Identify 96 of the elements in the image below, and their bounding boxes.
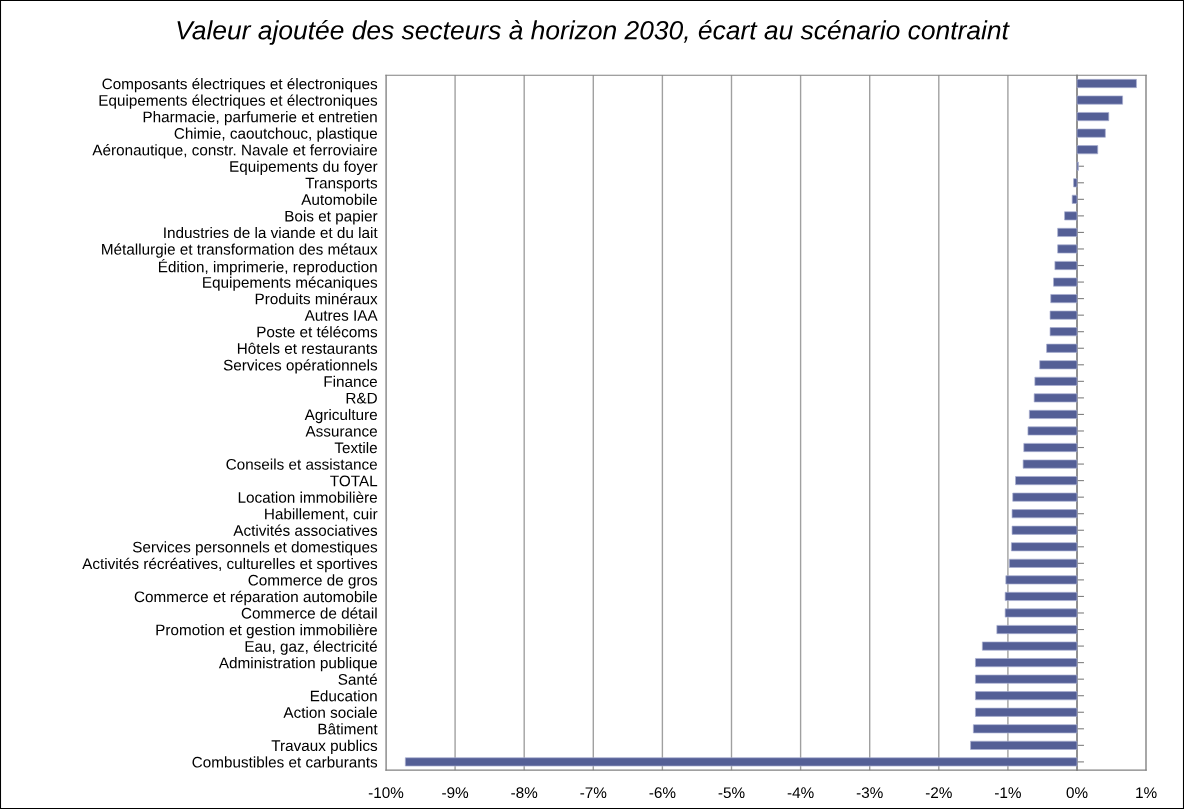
x-tick-label: 0%	[1066, 787, 1088, 799]
y-tick-label: Services opérationnels	[223, 359, 378, 374]
y-tick-label: Conseils et assistance	[226, 458, 377, 470]
bar	[1012, 492, 1078, 502]
bar	[1053, 277, 1078, 287]
y-tick-label: Location immobilière	[238, 491, 377, 503]
bar	[1057, 227, 1078, 237]
bar	[404, 757, 1078, 767]
x-tick-label: 1%	[1136, 787, 1157, 798]
y-tick-label: Composants électriques et électroniques	[102, 77, 378, 93]
bar	[1022, 459, 1078, 469]
y-tick-label: Action sociale	[283, 706, 377, 718]
bar	[1023, 443, 1078, 453]
y-tick-label: Travaux publics	[271, 739, 378, 755]
bar	[1049, 310, 1078, 320]
y-tick-label: Bâtiment	[318, 723, 378, 735]
y-tick-label: Santé	[338, 673, 377, 685]
y-tick-label: Administration publique	[218, 657, 377, 672]
bar	[1071, 194, 1078, 204]
y-tick-label: Equipements électriques et électroniques	[99, 94, 378, 109]
bar	[970, 740, 1078, 750]
y-tick-label: Poste et télécoms	[257, 325, 378, 338]
bar	[1027, 426, 1078, 436]
bar	[1004, 608, 1078, 618]
chart-title: Valeur ajoutée des secteurs à horizon 2030, écart au scénario contraint	[177, 19, 1010, 45]
bar	[1054, 261, 1078, 270]
bar	[1008, 558, 1078, 568]
x-tick-label: -4%	[787, 787, 814, 798]
y-tick-label: Produits minéraux	[255, 292, 378, 305]
y-tick-label: Finance	[324, 375, 377, 388]
bar	[1076, 95, 1123, 105]
bar	[1034, 376, 1078, 386]
y-tick-label: Automobile	[301, 193, 377, 206]
x-tick-label: -10%	[368, 787, 404, 799]
x-tick-label: -8%	[511, 787, 538, 799]
y-tick-label: Eau, gaz, électricité	[245, 640, 377, 655]
bar	[1064, 211, 1078, 221]
x-tick-label: -7%	[580, 787, 607, 798]
y-tick-label: Services personnels et domestiques	[132, 541, 378, 556]
y-tick-label: R&D	[346, 392, 377, 404]
y-tick-label: Agriculture	[304, 408, 377, 424]
y-tick-label: Chimie, caoutchouc, plastique	[174, 127, 377, 142]
bar	[1011, 525, 1078, 535]
y-tick-label: Édition, imprimerie, reproduction	[158, 258, 377, 276]
y-tick-label: Activités récréatives, culturelles et sportives	[82, 557, 378, 573]
y-tick-label: Métallurgie et transformation des métaux	[102, 243, 378, 258]
bar	[1005, 575, 1078, 585]
y-tick-label: Commerce de détail	[241, 607, 377, 619]
y-tick-label: Promotion et gestion immobilière	[156, 623, 377, 639]
bar	[1076, 145, 1099, 155]
y-tick-label: Equipements du foyer	[230, 160, 378, 175]
bar	[1028, 409, 1078, 419]
bar	[1057, 244, 1078, 254]
y-tick-label: Combustibles et carburants	[192, 756, 378, 768]
bar	[1011, 509, 1078, 519]
x-tick-label: -3%	[856, 787, 883, 799]
x-tick-label: -9%	[442, 787, 469, 799]
bar	[1004, 591, 1078, 601]
bar	[973, 724, 1078, 734]
x-tick-label: -5%	[718, 787, 745, 799]
bar	[1049, 327, 1078, 337]
y-tick-label: Autres IAA	[304, 310, 378, 321]
y-tick-label: TOTAL	[330, 475, 378, 487]
bar	[1073, 178, 1078, 188]
bar	[1076, 112, 1110, 122]
x-tick-label: -1%	[995, 787, 1021, 798]
x-tick-label: -6%	[649, 787, 676, 799]
y-tick-label: Commerce et réparation automobile	[134, 590, 377, 606]
y-tick-label: Bois et papier	[285, 210, 378, 225]
bar	[1033, 393, 1078, 403]
bar	[996, 625, 1078, 635]
y-tick-label: Habillement, cuir	[265, 508, 378, 522]
bar	[1011, 542, 1078, 552]
bar	[1050, 294, 1078, 304]
bar	[1046, 343, 1078, 353]
bar	[1015, 476, 1078, 486]
bar	[975, 658, 1078, 668]
y-tick-label: Assurance	[305, 426, 377, 437]
y-tick-label: Equipements mécaniques	[203, 276, 378, 291]
bar	[1076, 128, 1106, 138]
y-tick-label: Education	[310, 690, 377, 702]
y-tick-label: Activités associatives	[233, 524, 378, 536]
y-tick-label: Textile	[334, 441, 377, 454]
bar	[1039, 360, 1078, 370]
bar	[1076, 79, 1137, 88]
y-tick-label: Industries de la viande et du lait	[164, 226, 378, 239]
y-tick-label: Pharmacie, parfumerie et entretien	[143, 111, 377, 126]
bar	[975, 691, 1078, 701]
y-tick-label: Transports	[305, 177, 378, 192]
bar	[975, 707, 1078, 717]
x-tick-label: -2%	[925, 787, 952, 798]
y-tick-label: Commerce de gros	[248, 574, 378, 589]
bar	[981, 641, 1078, 651]
bar	[975, 674, 1078, 684]
y-tick-label: Hôtels et restaurants	[237, 342, 378, 354]
y-tick-label: Aéronautique, constr. Navale et ferroviaire	[92, 144, 377, 159]
